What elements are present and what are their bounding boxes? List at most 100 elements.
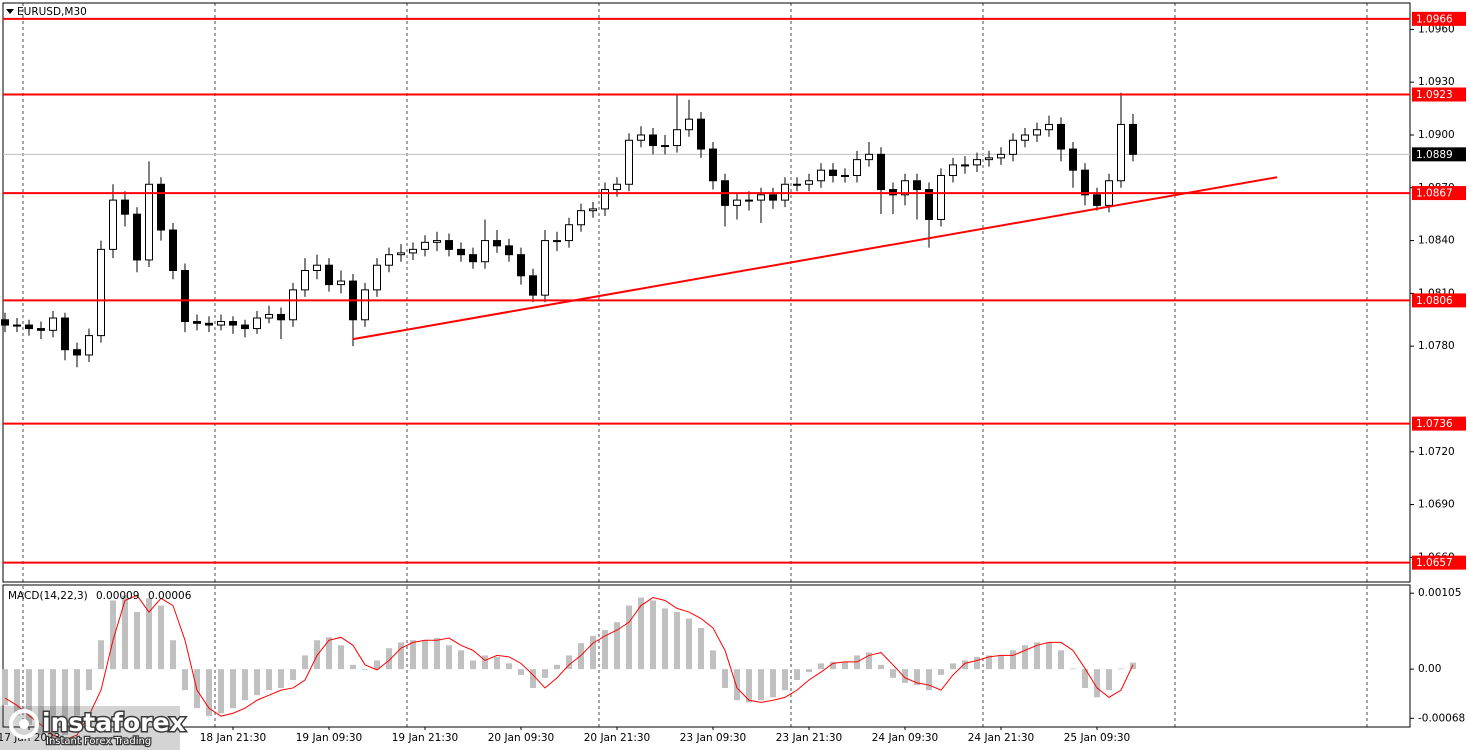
candle-body xyxy=(361,289,369,321)
candle-body xyxy=(397,252,405,256)
macd-bar xyxy=(446,645,452,670)
x-tick-label: 23 Jan 09:30 xyxy=(680,732,746,744)
macd-bar xyxy=(1082,669,1088,688)
macd-bar xyxy=(362,669,368,670)
candle-body xyxy=(217,321,225,326)
macd-bar xyxy=(146,598,152,670)
level-label: 1.0806 xyxy=(1416,295,1453,307)
candle-body xyxy=(637,134,645,141)
chart-title: EURUSD,M30 xyxy=(17,6,87,18)
macd-bar xyxy=(230,669,236,709)
macd-bar xyxy=(986,655,992,670)
candle-body xyxy=(1081,169,1089,196)
x-tick-label: 24 Jan 21:30 xyxy=(968,732,1034,744)
macd-bar xyxy=(254,669,260,696)
grid-layer xyxy=(3,3,1410,727)
macd-bar xyxy=(206,669,212,717)
candle-body xyxy=(301,270,309,291)
macd-bar xyxy=(674,612,680,670)
candle-body xyxy=(325,264,333,286)
candle-body xyxy=(493,240,501,247)
candle-body xyxy=(937,174,945,220)
macd-bar xyxy=(338,645,344,670)
level-label-box xyxy=(1412,11,1466,26)
macd-bar xyxy=(374,660,380,670)
candle-body xyxy=(277,313,285,321)
candle-body xyxy=(457,248,465,256)
macd-bar xyxy=(998,655,1004,670)
candle-body xyxy=(709,148,717,182)
macd-bar xyxy=(482,655,488,670)
candle-body xyxy=(853,159,861,176)
candle-body xyxy=(877,153,885,191)
macd-name: MACD(14,22,3) xyxy=(8,590,88,602)
candle-body xyxy=(409,248,417,254)
macd-bar xyxy=(350,664,356,670)
macd-bar xyxy=(1094,669,1100,698)
macd-bar xyxy=(494,656,500,670)
candle-body xyxy=(133,213,141,261)
candle-body xyxy=(793,183,801,186)
macd-bar xyxy=(518,669,524,675)
candle-body xyxy=(73,349,81,356)
macd-bar xyxy=(602,630,608,670)
candle-body xyxy=(685,118,693,131)
candle-body xyxy=(661,145,669,148)
trendline xyxy=(352,176,1278,341)
macd-bar xyxy=(866,652,872,670)
macd-bar xyxy=(1118,668,1124,670)
macd-bar xyxy=(398,642,404,670)
macd-bar xyxy=(218,669,224,714)
x-tick-label: 20 Jan 09:30 xyxy=(488,732,554,744)
macd-bar xyxy=(902,669,908,683)
candle-body xyxy=(997,153,1005,159)
logo-name: instaforex xyxy=(42,708,186,737)
level-label-box xyxy=(1412,186,1466,201)
candle-body xyxy=(13,324,21,327)
x-tick-label: 24 Jan 09:30 xyxy=(872,732,938,744)
candle-body xyxy=(925,189,933,220)
candle-body xyxy=(901,180,909,196)
macd-bar xyxy=(938,669,944,675)
macd-bar xyxy=(290,669,296,680)
y-tick-label: 1.0930 xyxy=(1418,76,1455,88)
macd-bar xyxy=(626,605,632,670)
macd-bar xyxy=(974,656,980,670)
macd-bar xyxy=(1058,650,1064,670)
macd-bar xyxy=(638,597,644,670)
logo-icon-core xyxy=(19,719,29,729)
candle-body xyxy=(1117,123,1125,182)
candle-body xyxy=(1093,194,1101,206)
macd-bar xyxy=(950,663,956,670)
candle-body xyxy=(913,180,921,191)
candle-body xyxy=(385,254,393,266)
candle-body xyxy=(841,174,849,177)
candle-body xyxy=(97,248,105,337)
candle-body xyxy=(1033,129,1041,136)
macd-bar xyxy=(170,640,176,670)
candle-body xyxy=(817,169,825,182)
candle-body xyxy=(169,229,177,272)
macd-bar xyxy=(770,669,776,698)
macd-bar xyxy=(458,650,464,670)
macd-bar xyxy=(410,640,416,670)
macd-bar xyxy=(578,643,584,670)
level-label: 1.0736 xyxy=(1416,418,1453,430)
candle-body xyxy=(85,335,93,356)
data-layer xyxy=(1,17,1410,741)
candle-body xyxy=(985,157,993,161)
candle-body xyxy=(769,194,777,201)
macd-bar xyxy=(386,648,392,670)
candle-body xyxy=(49,317,57,331)
candle-body xyxy=(553,240,561,243)
macd-bar xyxy=(470,660,476,670)
candle-body xyxy=(697,118,705,150)
macd-bar xyxy=(182,669,188,691)
macd-bar xyxy=(962,660,968,670)
candle-body xyxy=(265,313,273,319)
macd-bar xyxy=(98,640,104,670)
macd-bar xyxy=(1034,642,1040,670)
macd-bar xyxy=(926,669,932,691)
macd-bar xyxy=(914,669,920,686)
current-price-label: 1.0889 xyxy=(1416,149,1453,161)
